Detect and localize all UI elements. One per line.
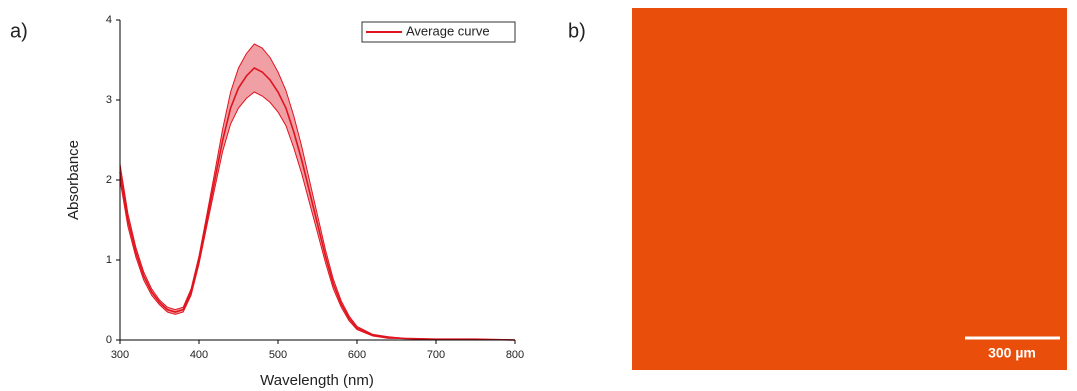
x-axis-label: Wavelength (nm) <box>260 372 374 389</box>
y-tick-label: 0 <box>106 334 112 346</box>
x-tick-label: 700 <box>427 349 445 361</box>
x-tick-label: 400 <box>190 349 208 361</box>
x-tick-label: 300 <box>111 349 129 361</box>
error-band <box>120 44 515 340</box>
micrograph <box>632 8 1067 370</box>
scale-bar-label: 300 µm <box>988 345 1036 361</box>
y-tick-label: 2 <box>106 174 112 186</box>
average-line <box>120 68 515 340</box>
figure: a) b) Wavelength (nm) Absorbance 300 µm … <box>0 0 1077 391</box>
y-tick-label: 4 <box>106 14 112 26</box>
x-tick-label: 800 <box>506 349 524 361</box>
y-tick-label: 3 <box>106 94 112 106</box>
y-axis-label: Absorbance <box>65 140 82 220</box>
panel-label: b) <box>568 20 586 42</box>
band-edge <box>120 44 515 340</box>
x-tick-label: 600 <box>348 349 366 361</box>
legend-label: Average curve <box>406 23 490 38</box>
panel-label: a) <box>10 20 28 42</box>
x-tick-label: 500 <box>269 349 287 361</box>
y-tick-label: 1 <box>106 254 112 266</box>
